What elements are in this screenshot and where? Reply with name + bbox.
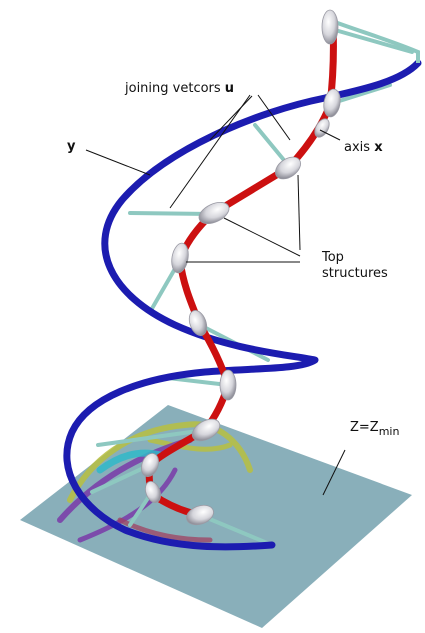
label-joining-vectors: joining vetcors u xyxy=(124,81,234,96)
helix-curve-y xyxy=(63,59,422,551)
annotation-lines xyxy=(85,94,346,496)
label-axis-x: axis x xyxy=(344,140,383,155)
label-z-min: Z=Zmin xyxy=(350,420,399,438)
plane-shadows xyxy=(57,421,253,543)
top-structure-nodes xyxy=(141,9,341,526)
base-plane xyxy=(20,405,412,628)
label-top-structures-1: Top xyxy=(321,250,344,265)
label-y: y xyxy=(67,139,76,154)
label-top-structures-2: structures xyxy=(322,266,388,281)
